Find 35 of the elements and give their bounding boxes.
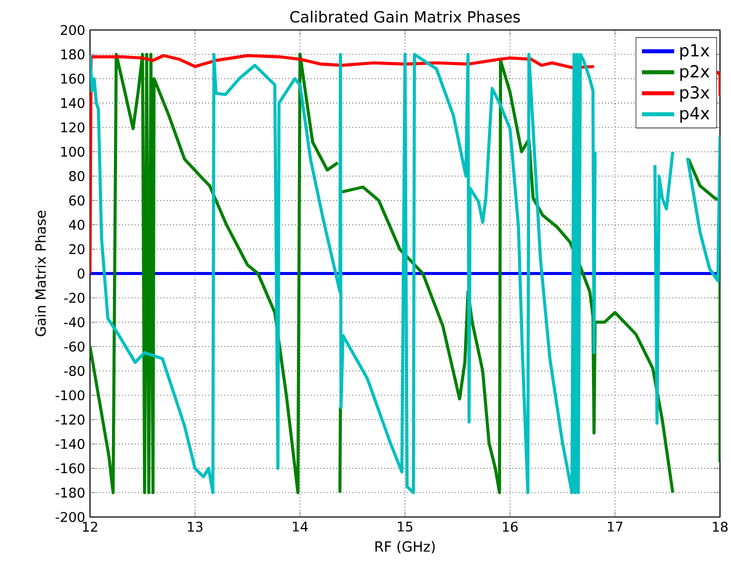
legend-label: p4x [680,107,710,123]
y-tick-label: 160 [61,74,84,84]
y-tick-label: -180 [56,488,84,498]
y-tick-label: -40 [64,317,84,328]
legend-label: p1x [680,44,710,60]
y-tick-label: -20 [64,292,84,303]
y-tick-label: -140 [56,438,84,449]
y-tick-label: -120 [56,414,84,425]
y-tick-label: 20 [69,244,84,254]
y-tick-label: -80 [64,366,84,376]
y-tick-label: 0 [78,268,84,279]
y-axis-title: Gain Matrix Phase [35,210,46,336]
y-tick-label: 120 [61,122,84,132]
y-tick-label: 60 [69,195,84,206]
x-tick-label: 18 [712,522,728,532]
x-tick-label: 16 [502,522,518,532]
y-tick-label: -100 [56,390,84,400]
legend-label: p3x [680,86,710,102]
y-tick-label: -200 [56,512,84,522]
x-axis-title: RF (GHz) [375,540,435,554]
x-tick-label: 17 [608,522,622,532]
y-tick-label: 40 [68,220,84,230]
x-tick-label: 13 [188,522,202,532]
y-tick-label: -60 [64,341,84,352]
y-tick-label: 140 [61,98,84,108]
y-tick-label: 180 [61,49,84,60]
y-tick-label: -160 [56,463,84,474]
x-tick-label: 14 [292,522,308,532]
y-tick-label: 100 [61,146,84,157]
y-tick-label: 200 [60,24,84,36]
legend-label: p2x [680,65,710,81]
chart-title: Calibrated Gain Matrix Phases [290,10,520,23]
x-tick-label: 15 [398,522,412,532]
y-tick-label: 80 [69,171,84,182]
x-tick-label: 12 [82,522,98,532]
